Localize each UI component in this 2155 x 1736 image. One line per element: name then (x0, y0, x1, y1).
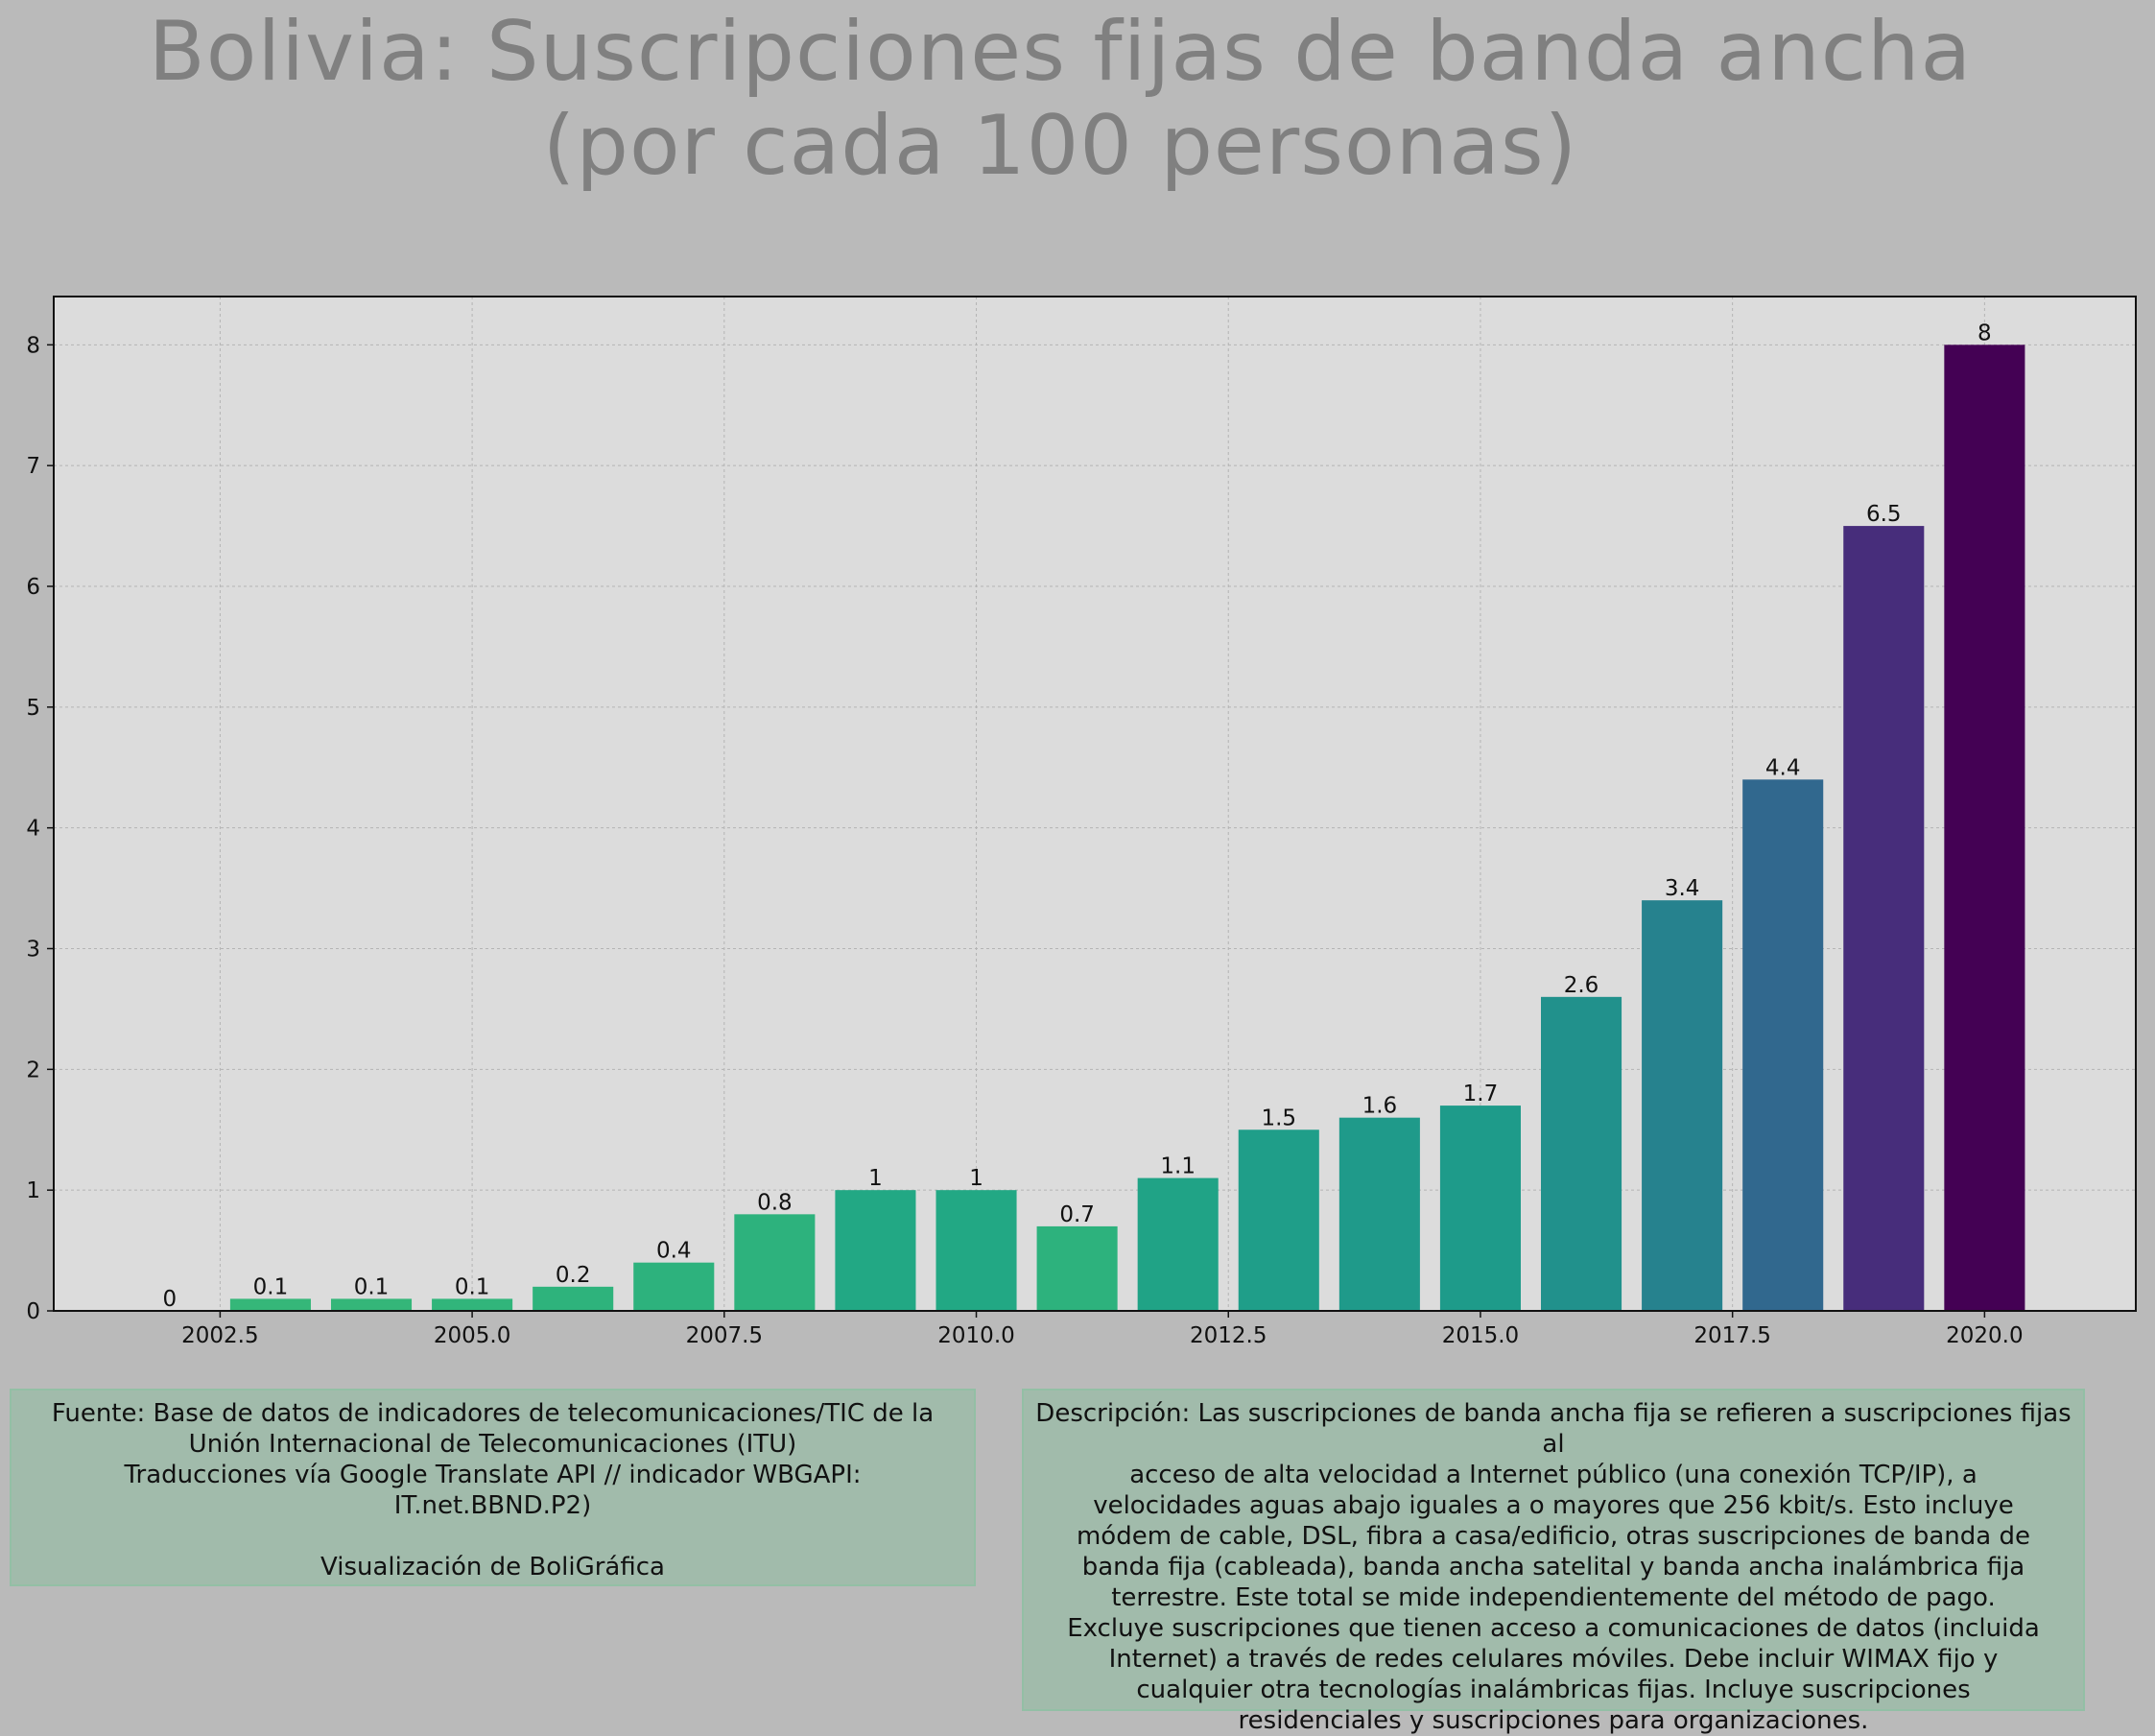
description-line: terrestre. Este total se mide independie… (1111, 1583, 1996, 1612)
bar (1338, 1117, 1420, 1311)
bar (1944, 345, 2025, 1311)
y-tick-label: 4 (26, 817, 40, 842)
chart-title: Bolivia: Suscripciones fijas de banda an… (148, 4, 1973, 194)
bar-value-label: 0.4 (656, 1239, 692, 1264)
bar-value-label: 2.6 (1564, 973, 1599, 998)
bar-value-label: 6.5 (1866, 502, 1902, 527)
bar (330, 1298, 413, 1311)
source-line: IT.net.BBND.P2) (393, 1491, 592, 1520)
x-tick-label: 2017.5 (1693, 1323, 1770, 1348)
x-tick-label: 2007.5 (686, 1323, 763, 1348)
description-line: cualquier otra tecnologías inalámbricas … (1136, 1676, 1971, 1704)
plot-frame (53, 296, 2137, 1312)
bar-value-label: 8 (1977, 321, 1992, 345)
y-tick-label: 3 (26, 938, 40, 963)
bar (935, 1190, 1017, 1311)
bar (229, 1298, 311, 1311)
description-line: Internet) a través de redes celulares mó… (1108, 1645, 1999, 1674)
bar-value-label: 0.7 (1059, 1202, 1095, 1227)
y-tick-label: 6 (26, 575, 40, 600)
bar (1238, 1130, 1319, 1311)
bar-value-label: 1.6 (1362, 1094, 1398, 1119)
y-tick-label: 0 (26, 1299, 40, 1324)
bar-value-label: 1 (969, 1166, 983, 1191)
bar-value-label: 4.4 (1765, 755, 1801, 780)
y-tick-label: 2 (26, 1058, 40, 1082)
description-line: Excluye suscripciones que tienen acceso … (1067, 1614, 2040, 1643)
y-tick-label: 1 (26, 1178, 40, 1203)
bar (633, 1262, 715, 1311)
bar (1541, 996, 1622, 1311)
bar (1137, 1177, 1219, 1311)
bar-value-label: 0.1 (253, 1274, 289, 1299)
bar-value-label: 0 (163, 1287, 178, 1312)
x-tick-label: 2015.0 (1442, 1323, 1519, 1348)
source-line: Traducciones vía Google Translate API //… (124, 1461, 862, 1489)
x-tick-label: 2010.0 (937, 1323, 1014, 1348)
bar (734, 1214, 816, 1311)
bar (1036, 1225, 1118, 1311)
bar-value-label: 1.1 (1160, 1154, 1196, 1179)
description-line: residenciales y suscripciones para organ… (1238, 1706, 1869, 1735)
bar-value-label: 3.4 (1665, 876, 1700, 901)
bar-value-label: 0.8 (757, 1190, 793, 1215)
source-line: Visualización de BoliGráfica (320, 1553, 665, 1581)
bar (533, 1286, 614, 1311)
x-tick-label: 2005.0 (434, 1323, 510, 1348)
description-line: Descripción: Las suscripciones de banda … (1035, 1399, 2072, 1459)
bar (1742, 779, 1824, 1311)
bar (1439, 1106, 1521, 1311)
y-tick-label: 5 (26, 696, 40, 721)
y-tick-label: 8 (26, 333, 40, 358)
bar-value-label: 0.1 (455, 1274, 490, 1299)
source-line (21, 1521, 964, 1552)
bar (432, 1298, 513, 1311)
source-line: Unión Internacional de Telecomunicacione… (188, 1430, 797, 1459)
bar-value-label: 1.5 (1261, 1106, 1296, 1130)
description-line: módem de cable, DSL, fibra a casa/edific… (1076, 1522, 2030, 1551)
bar-chart: 0 0.1 0.1 0.1 0.2 0.4 0.8 1 1 0.7 1.1 1.5 1.6 1.7 2.6 3… (26, 296, 2137, 1348)
description-line: banda fija (cableada), banda ancha satel… (1081, 1553, 2025, 1581)
bar-value-label: 0.2 (556, 1263, 591, 1288)
description-line: acceso de alta velocidad a Internet públ… (1129, 1461, 1977, 1489)
source-line: Fuente: Base de datos de indicadores de … (51, 1399, 935, 1428)
bar (1843, 526, 1925, 1311)
bar (1642, 900, 1723, 1311)
x-tick-label: 2002.5 (181, 1323, 258, 1348)
plot-area (54, 297, 2136, 1311)
x-tick-label: 2020.0 (1946, 1323, 2023, 1348)
bar-value-label: 1 (868, 1166, 883, 1191)
description-line: velocidades aguas abajo iguales a o mayo… (1093, 1491, 2014, 1520)
description-box: Descripción: Las suscripciones de banda … (1022, 1389, 2085, 1735)
bar (835, 1190, 916, 1311)
x-tick-label: 2012.5 (1190, 1323, 1267, 1348)
bar-value-label: 0.1 (354, 1274, 390, 1299)
source-box: Fuente: Base de datos de indicadores de … (10, 1389, 976, 1586)
y-tick-label: 7 (26, 454, 40, 479)
bar-value-label: 1.7 (1463, 1082, 1499, 1106)
